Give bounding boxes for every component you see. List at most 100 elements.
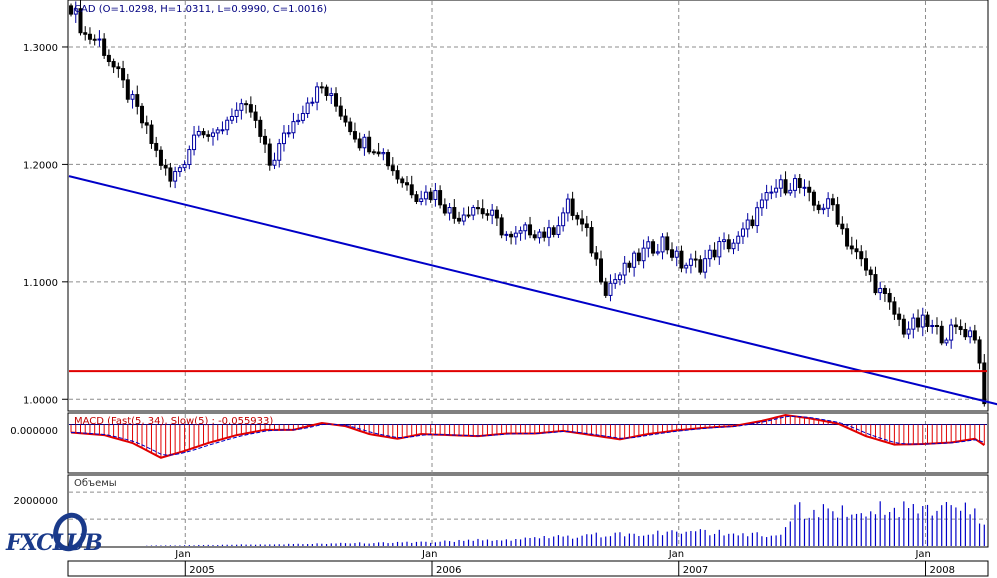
candle-body (901, 318, 906, 335)
candle-body (201, 131, 206, 136)
candle-body (73, 8, 78, 15)
candle-body (177, 167, 182, 173)
candle-body (963, 329, 968, 338)
candle-body (343, 115, 348, 123)
candle-body (371, 151, 376, 154)
year-tick-label: 2006 (436, 565, 461, 576)
candle-body (92, 38, 97, 41)
candle-body (878, 287, 883, 294)
candle-body (192, 134, 197, 151)
candle-body (930, 324, 935, 327)
candle-body (348, 121, 353, 133)
year-axis (67, 560, 989, 577)
candle-body (717, 241, 722, 258)
candle-body (863, 258, 868, 271)
candle-body (679, 250, 684, 269)
month-tick-label: Jan (668, 549, 684, 560)
candle-body (755, 207, 760, 227)
candle-body (296, 119, 301, 123)
candle-body (859, 251, 864, 260)
candle-body (69, 5, 74, 15)
candle-body (168, 167, 173, 182)
candle-body (835, 204, 840, 225)
candle-body (840, 223, 845, 230)
candle-body (613, 279, 618, 284)
candle-body (404, 182, 409, 186)
candle-body (258, 119, 263, 137)
candle-body (882, 287, 887, 294)
candle-body (641, 247, 646, 262)
candle-body (778, 179, 783, 189)
candle-body (849, 245, 854, 250)
candle-body (116, 66, 121, 70)
candle-body (745, 219, 750, 230)
candle-body (523, 224, 528, 232)
candle-body (315, 86, 320, 103)
candle-body (603, 281, 608, 296)
candle-body (968, 330, 973, 338)
candle-body (499, 217, 504, 236)
candle-body (329, 93, 334, 97)
candle-body (854, 248, 859, 253)
candle-body (622, 262, 627, 276)
candle-body (310, 101, 315, 104)
candle-body (887, 292, 892, 303)
candle-body (244, 103, 249, 106)
price-tick-label: 1.1000 (23, 278, 58, 289)
candle-body (845, 228, 850, 247)
price-tick-label: 1.3000 (23, 43, 58, 54)
logo-text: FXCLUB (5, 530, 102, 556)
price-tick-label: 1.2000 (23, 160, 58, 171)
candle-body (561, 212, 566, 227)
candle-body (234, 109, 239, 117)
candle-body (646, 241, 651, 249)
candle-body (490, 209, 495, 216)
candle-body (892, 301, 897, 315)
candle-body (135, 94, 140, 107)
candle-body (130, 94, 135, 100)
volume-bars (146, 501, 985, 546)
price-tick-label: 1.0000 (23, 395, 58, 406)
candle-body (386, 152, 391, 167)
candle-body (376, 151, 381, 155)
candle-body (513, 232, 518, 238)
month-tick-label: Jan (174, 549, 190, 560)
candle-body (140, 105, 145, 124)
macd-header: MACD (Fast(5, 34), Slow(5) : -0.055933) (74, 416, 273, 427)
candle-body (731, 242, 736, 250)
trendline (68, 175, 997, 406)
candle-body (977, 339, 982, 364)
candle-body (826, 198, 831, 209)
candle-body (740, 228, 745, 237)
overlay-lines (68, 175, 997, 406)
candle-body (797, 178, 802, 189)
candle-body (367, 136, 372, 153)
candle-body (807, 186, 812, 193)
candle-body (442, 204, 447, 214)
candle-body (802, 186, 807, 189)
candle-body (617, 274, 622, 281)
candle-body (589, 227, 594, 254)
candle-body (158, 149, 163, 166)
candle-body (726, 239, 731, 250)
candle-body (546, 227, 551, 238)
candle-body (121, 68, 126, 81)
candle-body (939, 325, 944, 344)
candle-body (537, 231, 542, 239)
candle-body (471, 207, 476, 216)
candle-body (655, 251, 660, 254)
candle-body (173, 171, 178, 182)
candle-body (906, 328, 911, 335)
candle-body (485, 213, 490, 216)
candle-body (438, 190, 443, 206)
volume-tick-label: 2000000 (13, 496, 58, 507)
candle-body (381, 152, 386, 155)
candle-body (953, 324, 958, 328)
candle-body (627, 262, 632, 268)
candle-body (703, 258, 708, 273)
candle-body (319, 86, 324, 89)
candle-body (608, 282, 613, 296)
candle-body (338, 105, 343, 117)
